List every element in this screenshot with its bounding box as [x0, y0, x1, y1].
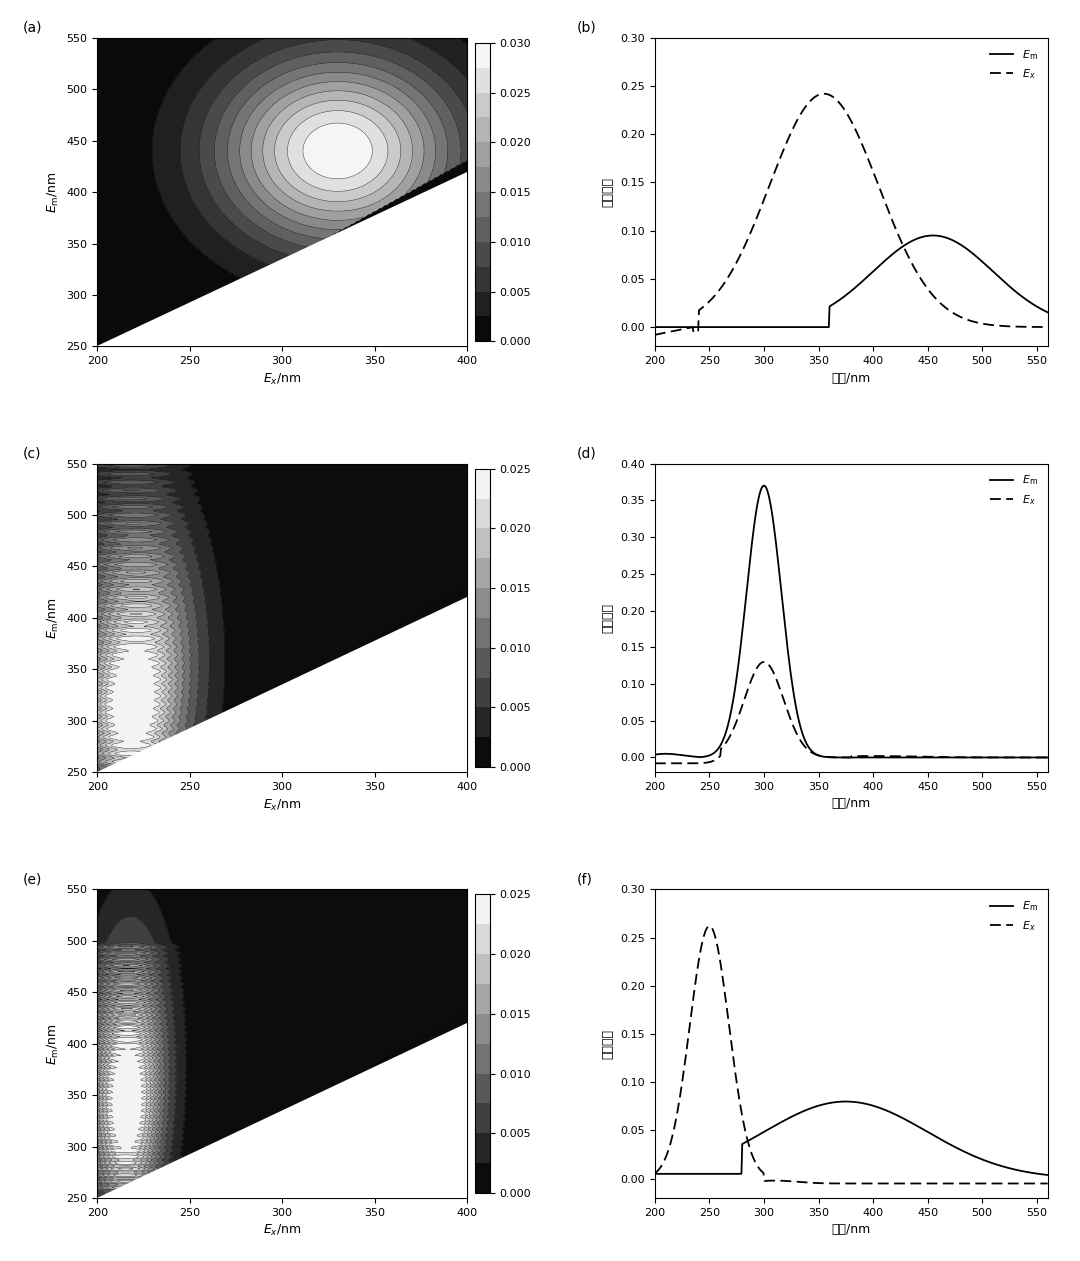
$E_{\mathrm{m}}$	[835, 1095, 848, 1110]
Text: (d): (d)	[577, 446, 596, 460]
$E_{x}$	[818, 86, 831, 101]
$E_{x}$	[1041, 319, 1054, 334]
$E_{\mathrm{m}}$	[1041, 750, 1054, 765]
$E_{x}$	[838, 750, 851, 765]
$E_{\mathrm{m}}$	[862, 1097, 875, 1112]
Y-axis label: $E_{\mathrm{m}}$/nm: $E_{\mathrm{m}}$/nm	[45, 596, 60, 639]
$E_{x}$	[648, 328, 661, 343]
$E_{x}$	[703, 918, 716, 933]
$E_{\mathrm{m}}$	[1041, 305, 1054, 320]
$E_{x}$	[862, 1177, 875, 1192]
X-axis label: $E_{x}$/nm: $E_{x}$/nm	[262, 1223, 301, 1238]
Y-axis label: 荧光荷载: 荧光荷载	[602, 603, 615, 633]
$E_{\mathrm{m}}$	[648, 1166, 661, 1182]
Line: $E_{\mathrm{m}}$: $E_{\mathrm{m}}$	[654, 236, 1048, 327]
Line: $E_{x}$: $E_{x}$	[654, 93, 1048, 335]
Text: C3: C3	[378, 1171, 396, 1185]
$E_{\mathrm{m}}$	[1032, 300, 1045, 315]
$E_{x}$	[836, 1177, 849, 1192]
X-axis label: $E_{x}$/nm: $E_{x}$/nm	[262, 372, 301, 387]
$E_{\mathrm{m}}$	[971, 750, 984, 765]
$E_{x}$	[971, 750, 984, 765]
Legend: $E_{\mathrm{m}}$, $E_{x}$: $E_{\mathrm{m}}$, $E_{x}$	[986, 469, 1042, 511]
Text: C1: C1	[378, 320, 397, 334]
$E_{x}$	[883, 749, 896, 764]
Y-axis label: $E_{\mathrm{m}}$/nm: $E_{\mathrm{m}}$/nm	[45, 1023, 60, 1064]
$E_{\mathrm{m}}$	[1041, 1168, 1054, 1183]
$E_{x}$	[1032, 319, 1045, 334]
$E_{\mathrm{m}}$	[839, 1095, 852, 1110]
Polygon shape	[97, 171, 468, 347]
$E_{\mathrm{m}}$	[861, 269, 874, 284]
$E_{\mathrm{m}}$	[648, 319, 661, 334]
$E_{x}$	[838, 102, 851, 117]
$E_{x}$	[758, 654, 771, 670]
$E_{\mathrm{m}}$	[837, 289, 850, 304]
Line: $E_{\mathrm{m}}$: $E_{\mathrm{m}}$	[654, 485, 1048, 758]
Text: (b): (b)	[577, 20, 596, 34]
$E_{x}$	[883, 1177, 896, 1192]
$E_{\mathrm{m}}$	[882, 250, 895, 265]
Polygon shape	[97, 1023, 468, 1198]
$E_{x}$	[862, 749, 875, 764]
$E_{\mathrm{m}}$	[971, 250, 984, 265]
$E_{x}$	[1032, 750, 1045, 765]
Text: (e): (e)	[23, 873, 42, 886]
$E_{x}$	[836, 98, 849, 113]
Legend: $E_{\mathrm{m}}$, $E_{x}$: $E_{\mathrm{m}}$, $E_{x}$	[986, 895, 1042, 937]
$E_{\mathrm{m}}$	[1032, 750, 1045, 765]
Y-axis label: $E_{\mathrm{m}}$/nm: $E_{\mathrm{m}}$/nm	[45, 171, 60, 213]
Text: C2: C2	[378, 745, 396, 759]
Line: $E_{\mathrm{m}}$: $E_{\mathrm{m}}$	[654, 1102, 1048, 1175]
$E_{x}$	[971, 315, 984, 330]
X-axis label: 波长/nm: 波长/nm	[832, 797, 870, 811]
Y-axis label: 荧光荷载: 荧光荷载	[602, 177, 615, 207]
Line: $E_{x}$: $E_{x}$	[654, 662, 1048, 763]
$E_{x}$	[648, 1165, 661, 1180]
Polygon shape	[97, 598, 468, 772]
$E_{x}$	[1034, 1177, 1047, 1192]
$E_{x}$	[1041, 750, 1054, 765]
$E_{\mathrm{m}}$	[835, 291, 848, 306]
$E_{\mathrm{m}}$	[1032, 1166, 1045, 1182]
$E_{\mathrm{m}}$	[648, 747, 661, 762]
Y-axis label: 荧光荷载: 荧光荷载	[602, 1029, 615, 1059]
$E_{x}$	[862, 151, 875, 166]
$E_{x}$	[1041, 1177, 1054, 1192]
$E_{x}$	[883, 206, 896, 221]
$E_{\mathrm{m}}$	[862, 750, 875, 765]
$E_{x}$	[836, 750, 849, 765]
$E_{\mathrm{m}}$	[927, 228, 940, 243]
Legend: $E_{\mathrm{m}}$, $E_{x}$: $E_{\mathrm{m}}$, $E_{x}$	[986, 43, 1042, 86]
$E_{\mathrm{m}}$	[836, 750, 849, 765]
$E_{\mathrm{m}}$	[837, 1095, 850, 1110]
Text: (a): (a)	[23, 20, 43, 34]
$E_{x}$	[648, 755, 661, 770]
Line: $E_{x}$: $E_{x}$	[654, 926, 1048, 1184]
X-axis label: 波长/nm: 波长/nm	[832, 372, 870, 385]
Text: (f): (f)	[577, 873, 592, 886]
$E_{x}$	[972, 1177, 985, 1192]
Text: (c): (c)	[23, 446, 42, 460]
$E_{\mathrm{m}}$	[971, 1150, 984, 1165]
$E_{\mathrm{m}}$	[758, 478, 771, 493]
X-axis label: 波长/nm: 波长/nm	[832, 1223, 870, 1236]
$E_{x}$	[956, 1177, 969, 1192]
$E_{\mathrm{m}}$	[883, 1105, 896, 1120]
$E_{\mathrm{m}}$	[838, 750, 851, 765]
$E_{x}$	[838, 1177, 851, 1192]
X-axis label: $E_{x}$/nm: $E_{x}$/nm	[262, 797, 301, 812]
$E_{\mathrm{m}}$	[883, 750, 896, 765]
